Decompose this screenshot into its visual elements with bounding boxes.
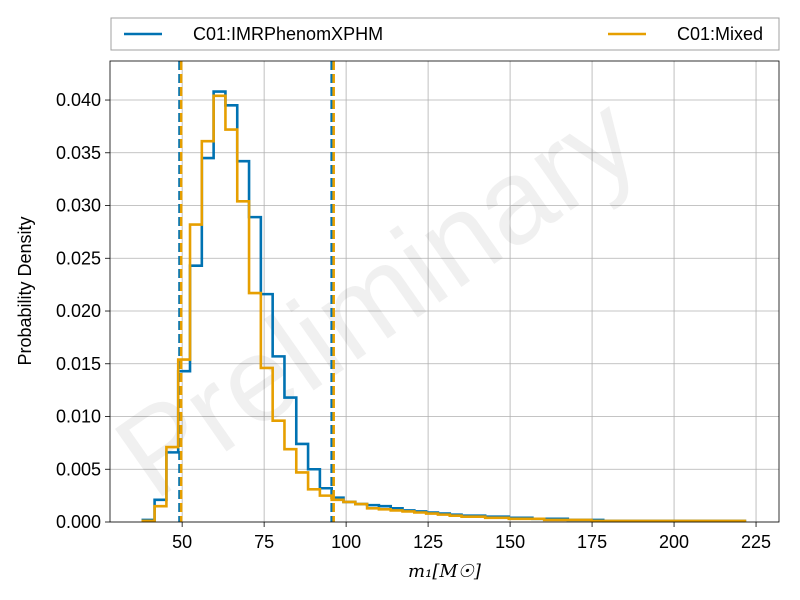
x-tick-label: 50 [172, 532, 192, 552]
plot-frame [109, 60, 780, 523]
grid-lines [110, 61, 779, 523]
y-axis-label: Probability Density [15, 216, 35, 365]
x-axis-label: m₁[M☉] [408, 561, 482, 582]
x-tick-label: 175 [577, 532, 607, 552]
x-tick-label: 100 [331, 532, 361, 552]
x-tick-label: 150 [495, 532, 525, 552]
x-tick-label: 200 [659, 532, 689, 552]
series-layer [141, 61, 747, 523]
y-tick-label: 0.015 [56, 354, 101, 374]
y-tick-label: 0.020 [56, 301, 101, 321]
y-axis-ticks: 0.000 0.005 0.010 0.015 0.020 0.025 0.030 0.035… [56, 90, 110, 532]
y-tick-label: 0.035 [56, 143, 101, 163]
y-tick-label: 0.030 [56, 196, 101, 216]
y-tick-label: 0.000 [56, 512, 101, 532]
x-axis-ticks: 50 75 100 125 150 175 200 225 [172, 522, 771, 552]
x-tick-label: 125 [413, 532, 443, 552]
x-tick-label: 225 [741, 532, 771, 552]
y-tick-label: 0.010 [56, 407, 101, 427]
legend-label-mixed: C01:Mixed [677, 24, 763, 44]
y-tick-label: 0.040 [56, 90, 101, 110]
histogram-step-line [141, 94, 747, 523]
legend-box [110, 17, 780, 51]
series-1 [141, 61, 747, 523]
legend-label-imrphenom: C01:IMRPhenomXPHM [193, 24, 383, 44]
legend: C01:IMRPhenomXPHM C01:Mixed [110, 17, 780, 51]
watermark-text: Preliminary [92, 69, 660, 523]
y-tick-label: 0.025 [56, 248, 101, 268]
x-tick-label: 75 [254, 532, 274, 552]
y-tick-label: 0.005 [56, 459, 101, 479]
